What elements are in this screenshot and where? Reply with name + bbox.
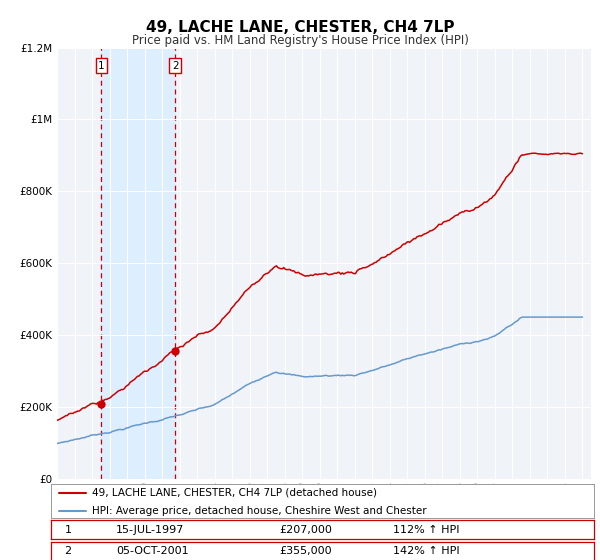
Text: 2: 2 (65, 546, 72, 556)
Bar (101, 48, 175, 479)
Text: 05-OCT-2001: 05-OCT-2001 (116, 546, 189, 556)
Text: 142% ↑ HPI: 142% ↑ HPI (393, 546, 460, 556)
Text: 2: 2 (172, 60, 178, 71)
Text: Price paid vs. HM Land Registry's House Price Index (HPI): Price paid vs. HM Land Registry's House … (131, 34, 469, 46)
Text: £355,000: £355,000 (279, 546, 332, 556)
Text: 49, LACHE LANE, CHESTER, CH4 7LP: 49, LACHE LANE, CHESTER, CH4 7LP (146, 20, 454, 35)
Text: 112% ↑ HPI: 112% ↑ HPI (393, 525, 460, 535)
Text: 49, LACHE LANE, CHESTER, CH4 7LP (detached house): 49, LACHE LANE, CHESTER, CH4 7LP (detach… (92, 488, 377, 498)
Text: £207,000: £207,000 (279, 525, 332, 535)
Text: 1: 1 (65, 525, 71, 535)
Text: 1: 1 (98, 60, 105, 71)
Text: 15-JUL-1997: 15-JUL-1997 (116, 525, 185, 535)
Text: HPI: Average price, detached house, Cheshire West and Chester: HPI: Average price, detached house, Ches… (92, 506, 427, 516)
